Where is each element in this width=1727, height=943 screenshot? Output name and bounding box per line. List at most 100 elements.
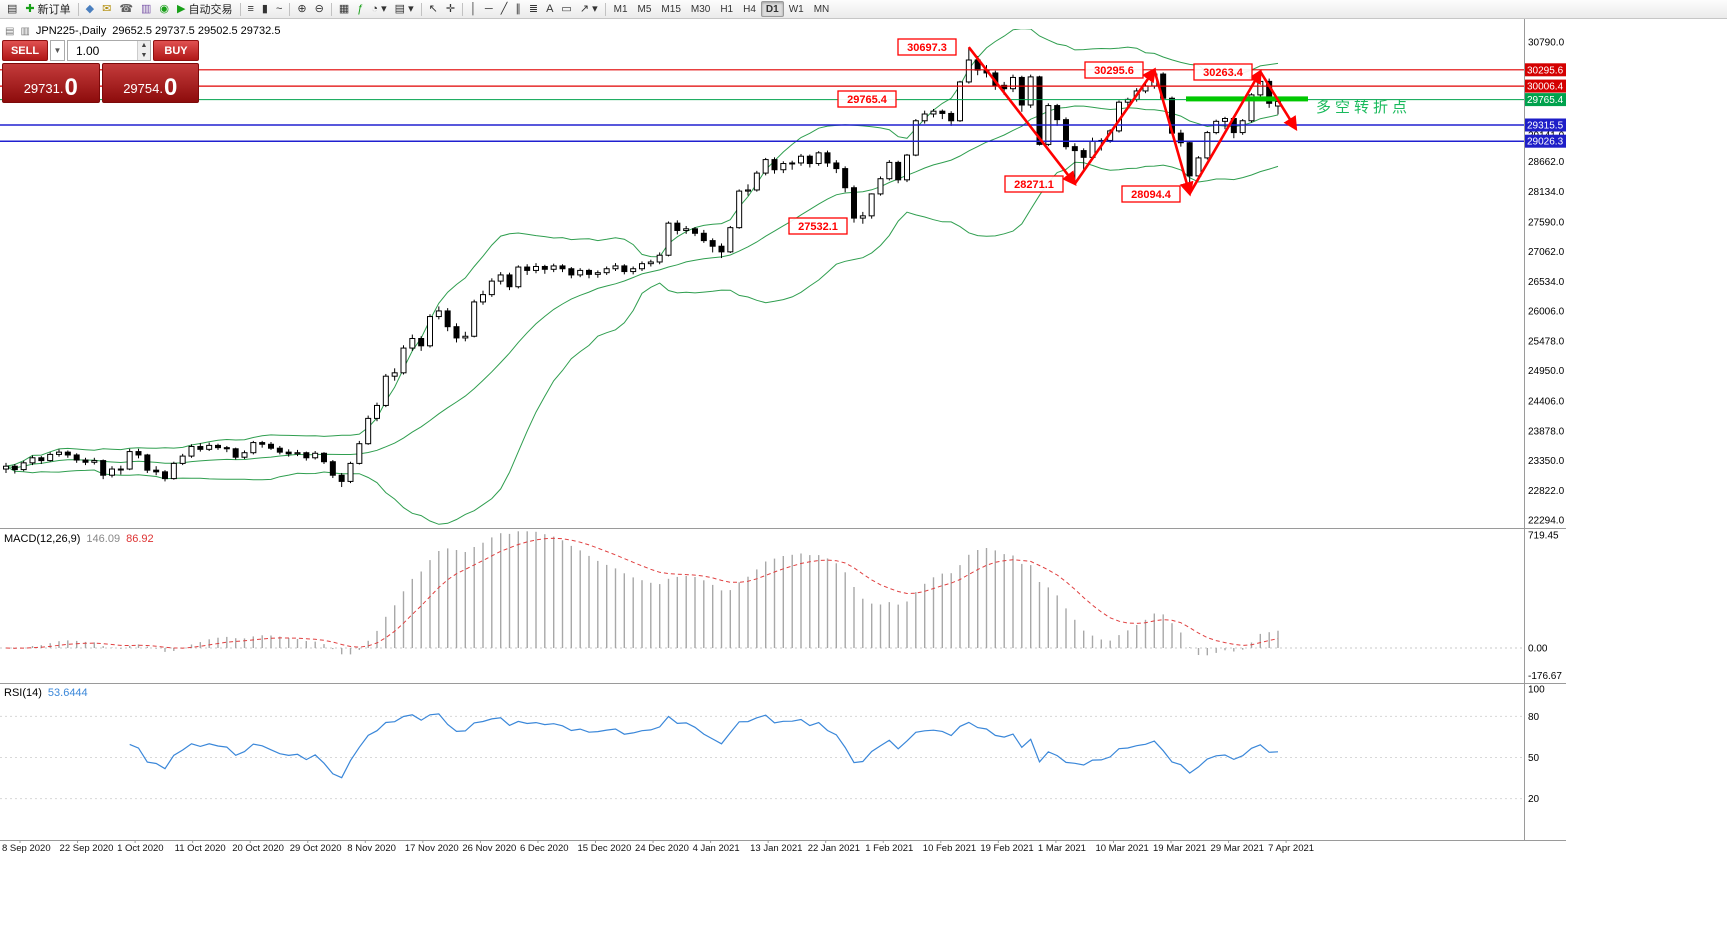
timeframe-h4-button[interactable]: H4	[743, 3, 756, 15]
price-annotation-box[interactable]: 30263.4	[1193, 63, 1253, 81]
autotrading-button[interactable]: ▶ 自动交易	[173, 1, 236, 18]
candle	[797, 153, 804, 166]
timeframe-d1-button[interactable]: D1	[760, 1, 784, 17]
sell-button[interactable]: SELL	[2, 40, 48, 61]
text-label-icon: ▭	[561, 2, 572, 15]
volume-stepper[interactable]: 1.00 ▲ ▼	[67, 40, 151, 61]
zoom-in-icon[interactable]: ⊕	[293, 1, 310, 18]
price-annotation-box[interactable]: 28094.4	[1121, 185, 1181, 203]
time-axis[interactable]: 8 Sep 2020 22 Sep 2020 1 Oct 2020 11 Oct 20…	[2, 840, 1314, 854]
autotrading-button-label: 自动交易	[188, 4, 233, 16]
new-order-button[interactable]: ✚ 新订单	[21, 1, 74, 18]
ohlc-toggle-icon[interactable]: ▥	[20, 25, 30, 37]
chart-title-row: ▤ ▥ JPN225-,Daily 29652.5 29737.5 29502.…	[5, 25, 280, 37]
tile-windows-icon[interactable]: ▦	[335, 1, 353, 18]
indicators-icon[interactable]: ƒ	[353, 1, 367, 18]
price-annotation-box[interactable]: 28271.1	[1004, 175, 1064, 193]
candle	[965, 47, 972, 84]
timeframe-m1-button[interactable]: M1	[613, 3, 628, 15]
candle	[895, 160, 902, 184]
candle	[462, 331, 469, 342]
date-axis-label: 1 Feb 2021	[865, 843, 913, 854]
bar-chart-icon[interactable]: ≡	[244, 1, 258, 18]
mail-icon[interactable]: ✉	[98, 1, 115, 18]
candle	[267, 442, 274, 450]
candle	[400, 345, 407, 375]
chart-window-icon: ▤	[7, 2, 18, 15]
candle	[161, 470, 168, 482]
price-annotation-box[interactable]: 29765.4	[837, 90, 897, 108]
timeframe-w1-button[interactable]: W1	[788, 3, 804, 15]
price-axis-label: 28134.0	[1528, 187, 1565, 198]
buy-button[interactable]: BUY	[153, 40, 199, 61]
turning-point-bar[interactable]	[1186, 96, 1308, 102]
date-axis-label: 8 Nov 2020	[347, 843, 396, 854]
buy-price-button[interactable]: 29754. 0	[101, 63, 199, 103]
trend-zigzag[interactable]	[967, 46, 1298, 197]
candle	[771, 157, 778, 174]
candle	[665, 221, 672, 257]
order-type-dropdown[interactable]: ▼	[50, 40, 65, 61]
trendline-icon[interactable]: ╱	[497, 1, 512, 18]
timeframe-dropdown-icon[interactable]: ◔ ▾	[367, 1, 390, 18]
macd-scale-label: 0.00	[1528, 644, 1548, 655]
volume-up-icon[interactable]: ▲	[138, 41, 150, 51]
price-annotation-box[interactable]: 30697.3	[897, 38, 957, 56]
candle	[921, 110, 928, 124]
line-chart-icon[interactable]: ~	[272, 1, 286, 18]
candle	[1177, 129, 1184, 147]
candle	[789, 160, 796, 170]
strategy-tester-icon[interactable]: ▥	[137, 1, 155, 18]
market-watch-icon: ◆	[85, 2, 95, 15]
price-axis[interactable]: 30790.029141.028662.028134.027590.027062…	[1525, 38, 1566, 527]
horizontal-line-icon[interactable]: ─	[481, 1, 497, 18]
arrows-dropdown-icon[interactable]: ↗ ▾	[576, 1, 602, 18]
volume-spinner: ▲ ▼	[137, 41, 150, 60]
zoom-out-icon[interactable]: ⊖	[311, 1, 328, 18]
sell-price-button[interactable]: 29731. 0	[2, 63, 100, 103]
price-axis-label: 28662.0	[1528, 157, 1565, 168]
timeframe-h1-button[interactable]: H1	[720, 3, 734, 15]
channel-icon[interactable]: ∥	[511, 1, 525, 18]
candle	[453, 323, 460, 343]
channel-icon: ∥	[515, 2, 521, 15]
timeframe-m30-button[interactable]: M30	[690, 3, 711, 15]
price-axis-label: 22822.0	[1528, 486, 1565, 497]
timeframe-m15-button[interactable]: M15	[661, 3, 681, 15]
market-watch-icon[interactable]: ◆	[82, 1, 98, 18]
template-dropdown-icon[interactable]: ▤ ▾	[391, 1, 418, 18]
chart-window: 30697.3 30295.6 30263.4 29765.4 28271.1 28094…	[0, 19, 1566, 857]
timeframe-m5-button[interactable]: M5	[637, 3, 652, 15]
fibonacci-icon[interactable]: ≣	[525, 1, 542, 18]
template-dropdown-icon: ▤ ▾	[394, 2, 414, 15]
horizontal-line-icon: ─	[484, 2, 493, 15]
candle	[20, 460, 27, 472]
candle	[842, 166, 849, 193]
price-annotation-box[interactable]: 27532.1	[788, 217, 848, 235]
date-axis-label: 29 Mar 2021	[1211, 843, 1264, 854]
svg-text:30263.4: 30263.4	[1203, 67, 1244, 79]
candlestick-chart-icon[interactable]: ▮	[258, 1, 272, 18]
terminal-icon[interactable]: ☎	[115, 1, 137, 18]
record-icon[interactable]: ◉	[155, 1, 173, 18]
volume-value[interactable]: 1.00	[76, 43, 100, 58]
candle	[709, 238, 716, 253]
svg-text:29765.4: 29765.4	[847, 94, 888, 106]
chart-window-icon[interactable]: ▤	[3, 1, 21, 18]
crosshair-icon: ✛	[445, 2, 456, 15]
candle	[391, 368, 398, 381]
timeframe-mn-button[interactable]: MN	[813, 3, 830, 15]
candle	[541, 264, 548, 274]
buy-price-main: 29754.	[123, 81, 163, 97]
candle	[409, 334, 416, 351]
price-annotation-box[interactable]: 30295.6	[1084, 61, 1144, 79]
crosshair-icon[interactable]: ✛	[442, 1, 459, 18]
volume-down-icon[interactable]: ▼	[138, 50, 150, 60]
vertical-line-icon[interactable]: │	[466, 1, 481, 18]
text-label-icon[interactable]: ▭	[557, 1, 575, 18]
toolbar-separator	[239, 2, 241, 16]
candle	[347, 461, 354, 484]
text-icon[interactable]: A	[542, 1, 557, 18]
cursor-icon[interactable]: ↖	[425, 1, 442, 18]
candle	[179, 453, 186, 466]
